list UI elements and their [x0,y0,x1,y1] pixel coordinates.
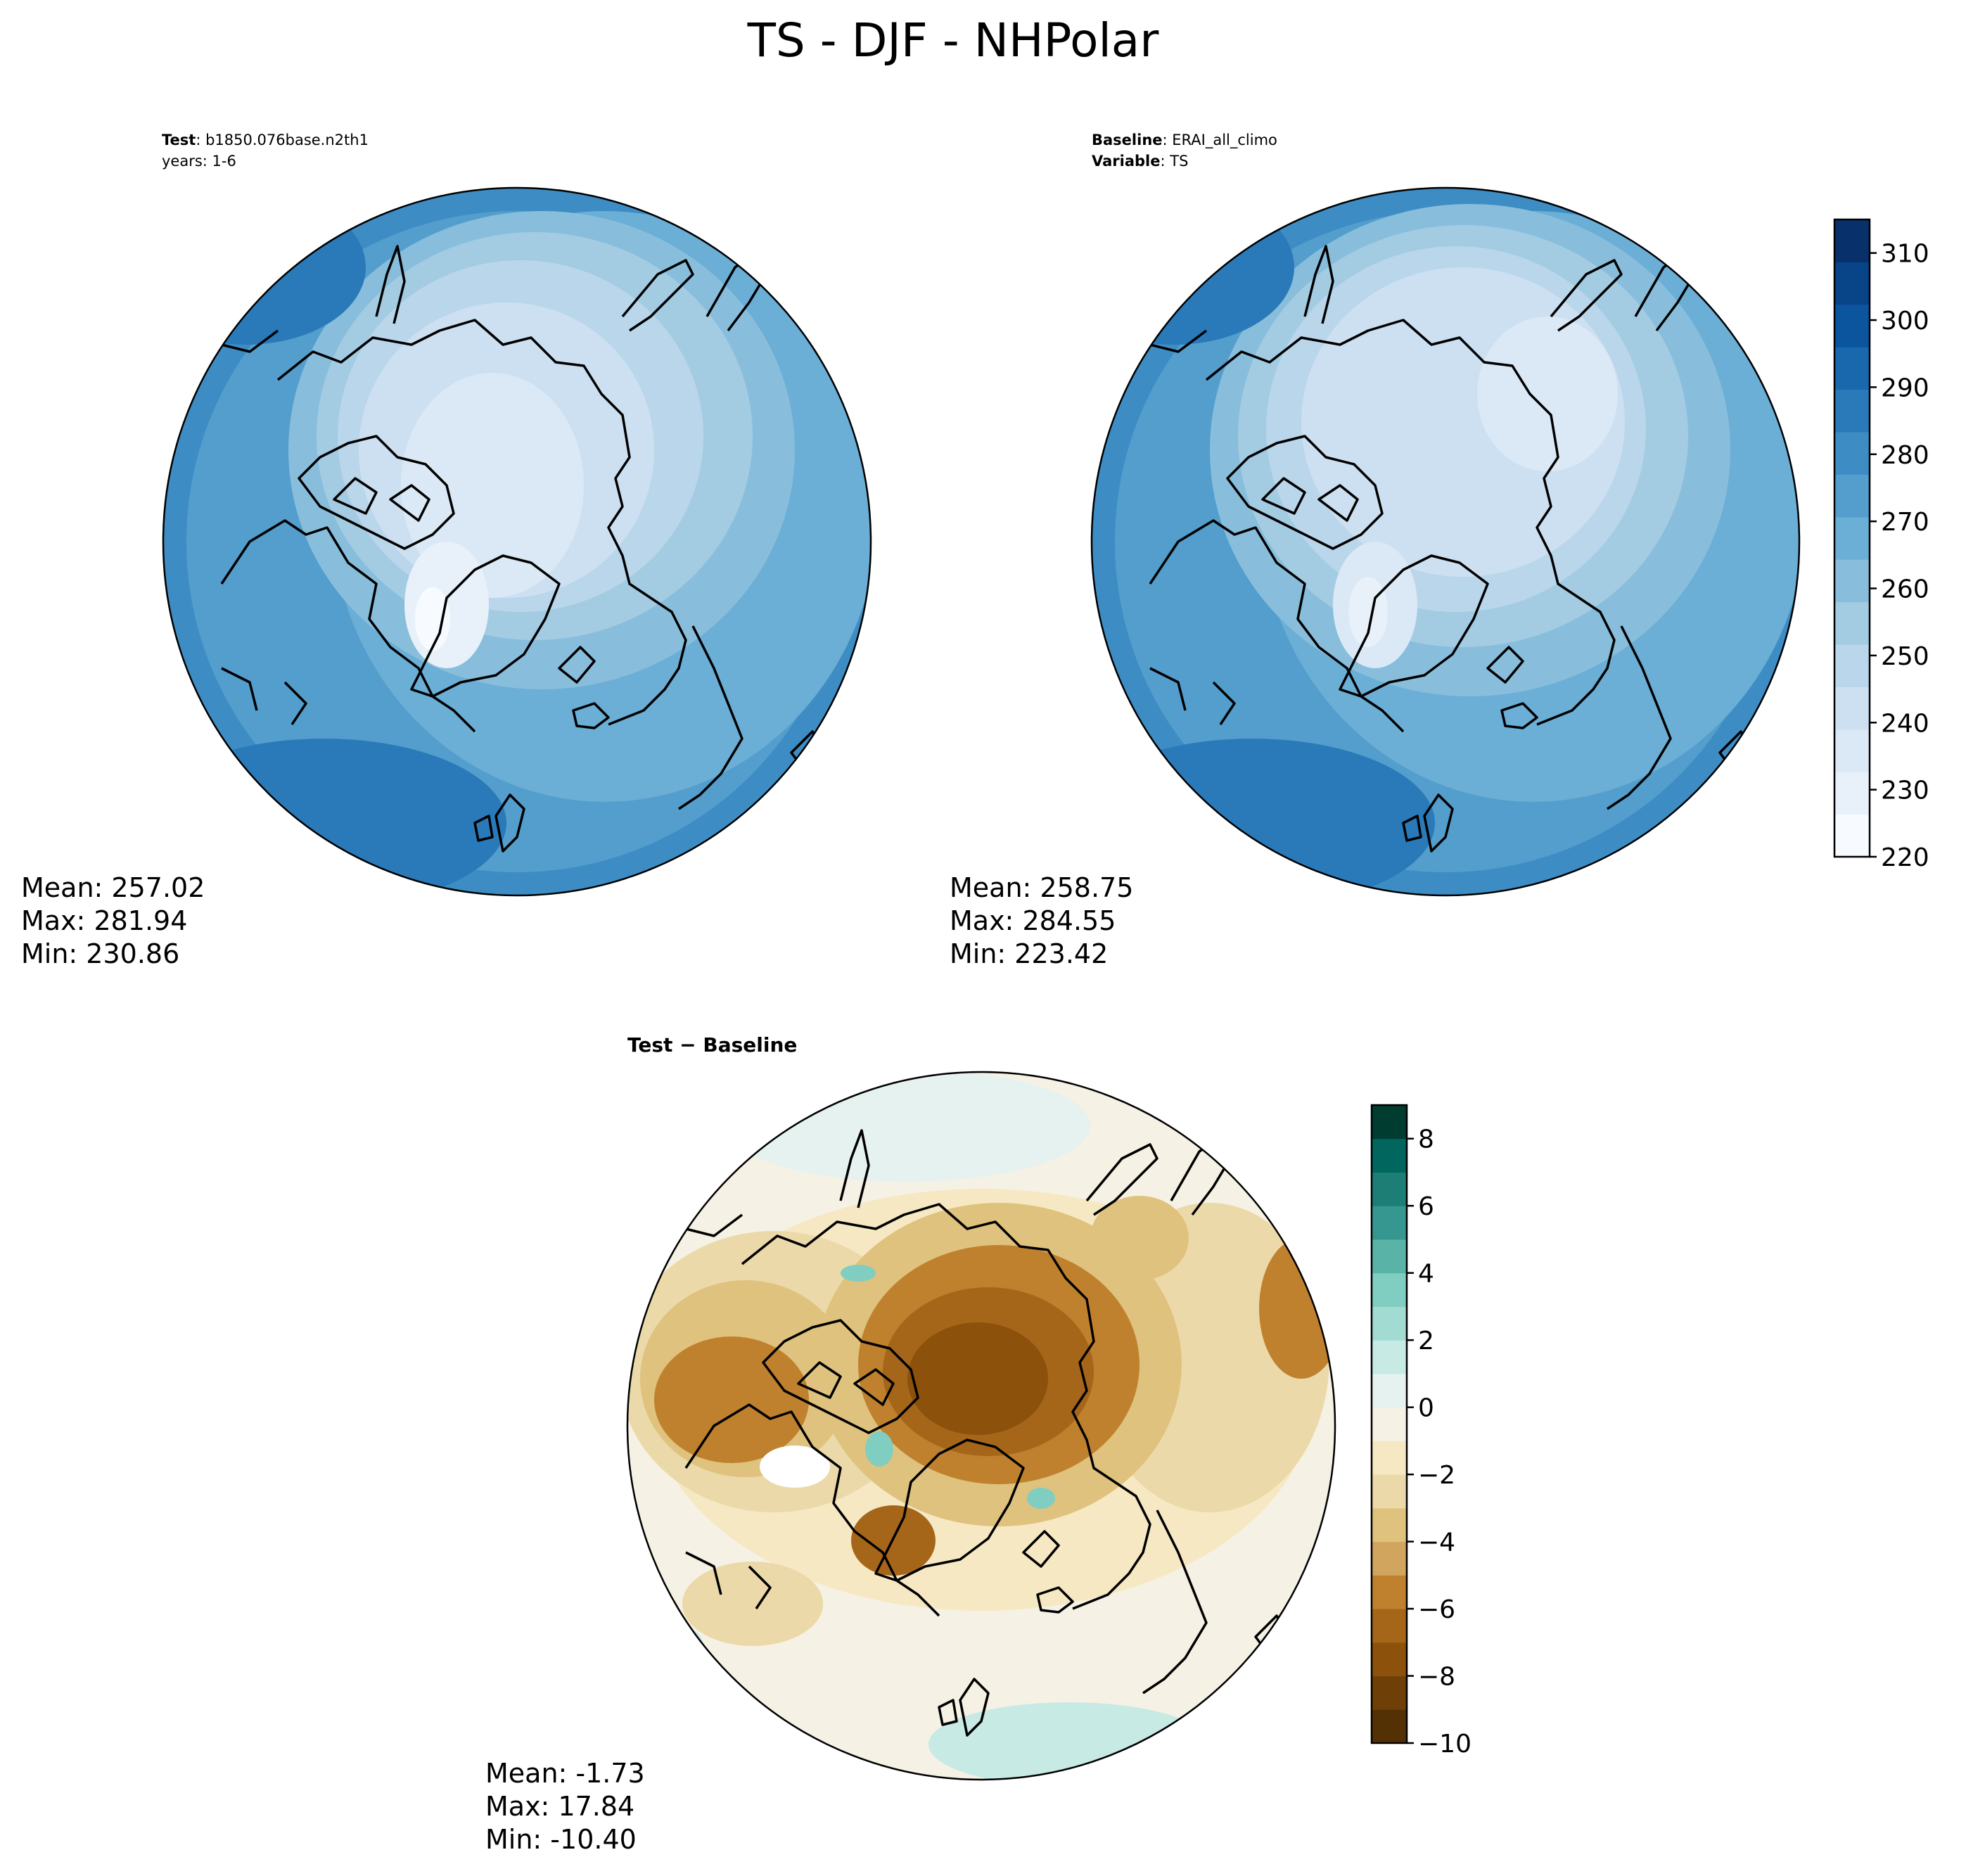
baseline-panel: Baseline: ERAI_all_climo Variable: TS Me… [950,132,1801,969]
figure-title: TS - DJF - NHPolar [747,13,1160,68]
colorbar-swatch [1372,1709,1407,1744]
colorbar-tick-label: 240 [1881,709,1929,738]
colorbar-tick-label: −4 [1418,1529,1455,1557]
test-label-key: Test [162,132,196,148]
colorbar-swatch [1372,1306,1407,1341]
colorbar-swatch [1372,1609,1407,1643]
difference-min: Min: -10.40 [485,1824,637,1855]
colorbar-tick-label: 6 [1418,1192,1434,1221]
colorbar-swatch [1834,559,1870,603]
test-label-value: b1850.076base.n2th1 [205,132,369,148]
baseline-min: Min: 223.42 [950,938,1108,969]
colorbar-swatch [1372,1206,1407,1240]
colorbar-swatch [1372,1474,1407,1509]
colorbar-swatch [1372,1541,1407,1576]
temperature-colorbar: 220 230 240 250 260 270 280 290 300 310 [1833,218,1929,872]
variable-label-value: TS [1169,153,1188,170]
baseline-mean: Mean: 258.75 [950,872,1133,903]
colorbar-swatch [1834,389,1870,433]
baseline-variable: Variable: TS [1092,153,1188,170]
colorbar-frame [1370,1104,1408,1744]
colorbar-tick-label: 300 [1881,307,1929,336]
difference-colorbar: −10 −8 −6 −4 −2 0 2 4 6 8 [1370,1104,1472,1759]
colorbar-swatch [1372,1138,1407,1173]
colorbar-swatch [1372,1105,1407,1140]
colorbar-swatch [1372,1407,1407,1441]
colorbar-swatch [1834,729,1870,772]
colorbar-tick-label: 280 [1881,441,1929,470]
colorbar-swatch [1834,687,1870,730]
colorbar-tick-label: 4 [1418,1260,1434,1289]
colorbar-swatch [1834,219,1870,262]
colorbar-swatch [1372,1676,1407,1710]
colorbar-swatch [1372,1642,1407,1677]
colorbar-tick-label: −8 [1418,1663,1455,1692]
difference-mean: Mean: -1.73 [485,1758,645,1789]
test-panel: Test: b1850.076base.n2th1 years: 1-6 Mea… [21,132,872,969]
colorbar-tick-label: 310 [1881,240,1929,269]
colorbar-tick-label: 230 [1881,777,1929,805]
colorbar-swatch [1372,1507,1407,1543]
colorbar-swatch [1372,1441,1407,1475]
colorbar-swatch [1372,1239,1407,1274]
colorbar-swatch [1834,814,1870,857]
colorbar-tick-label: 0 [1418,1394,1434,1423]
colorbar-swatch [1834,347,1870,390]
colorbar-swatch [1372,1340,1407,1374]
colorbar-tick-label: 250 [1881,642,1929,671]
colorbar-tick-label: 220 [1881,843,1929,872]
test-min: Min: 230.86 [21,938,179,969]
colorbar-swatch [1834,262,1870,305]
colorbar-swatch [1834,432,1870,475]
colorbar-tick-label: 290 [1881,374,1929,402]
difference-map [627,1072,1335,1780]
test-map [163,188,871,895]
colorbar-swatch [1834,516,1870,560]
test-max: Max: 281.94 [21,905,187,936]
baseline-header: Baseline: ERAI_all_climo [1092,132,1277,149]
colorbar-tick-label: −2 [1418,1461,1455,1490]
colorbar-tick-label: −10 [1418,1730,1472,1759]
colorbar-swatch [1834,772,1870,815]
colorbar-swatch [1834,644,1870,687]
baseline-map [1092,188,1799,895]
difference-panel: Test − Baseline Mean: -1. [485,1033,1336,1855]
colorbar-tick-label: 8 [1418,1125,1434,1154]
colorbar-swatch [1834,474,1870,518]
difference-title: Test − Baseline [627,1033,797,1057]
baseline-max: Max: 284.55 [950,905,1116,936]
colorbar-tick-label: 2 [1418,1327,1434,1355]
test-mean: Mean: 257.02 [21,872,205,903]
colorbar-swatch [1372,1172,1407,1206]
colorbar-swatch [1372,1373,1407,1408]
baseline-label-value: ERAI_all_climo [1172,132,1277,149]
colorbar-swatch [1834,304,1870,347]
colorbar-tick-label: 270 [1881,508,1929,537]
test-header: Test: b1850.076base.n2th1 [162,132,369,148]
colorbar-swatch [1834,601,1870,645]
colorbar-frame [1833,218,1871,858]
colorbar-swatch [1372,1575,1407,1609]
colorbar-swatch [1372,1272,1407,1307]
baseline-label-key: Baseline [1092,132,1163,148]
colorbar-tick-label: 260 [1881,575,1929,604]
test-years: years: 1-6 [162,153,236,170]
difference-max: Max: 17.84 [485,1791,634,1822]
variable-label-key: Variable [1092,153,1160,170]
colorbar-tick-label: −6 [1418,1595,1455,1624]
